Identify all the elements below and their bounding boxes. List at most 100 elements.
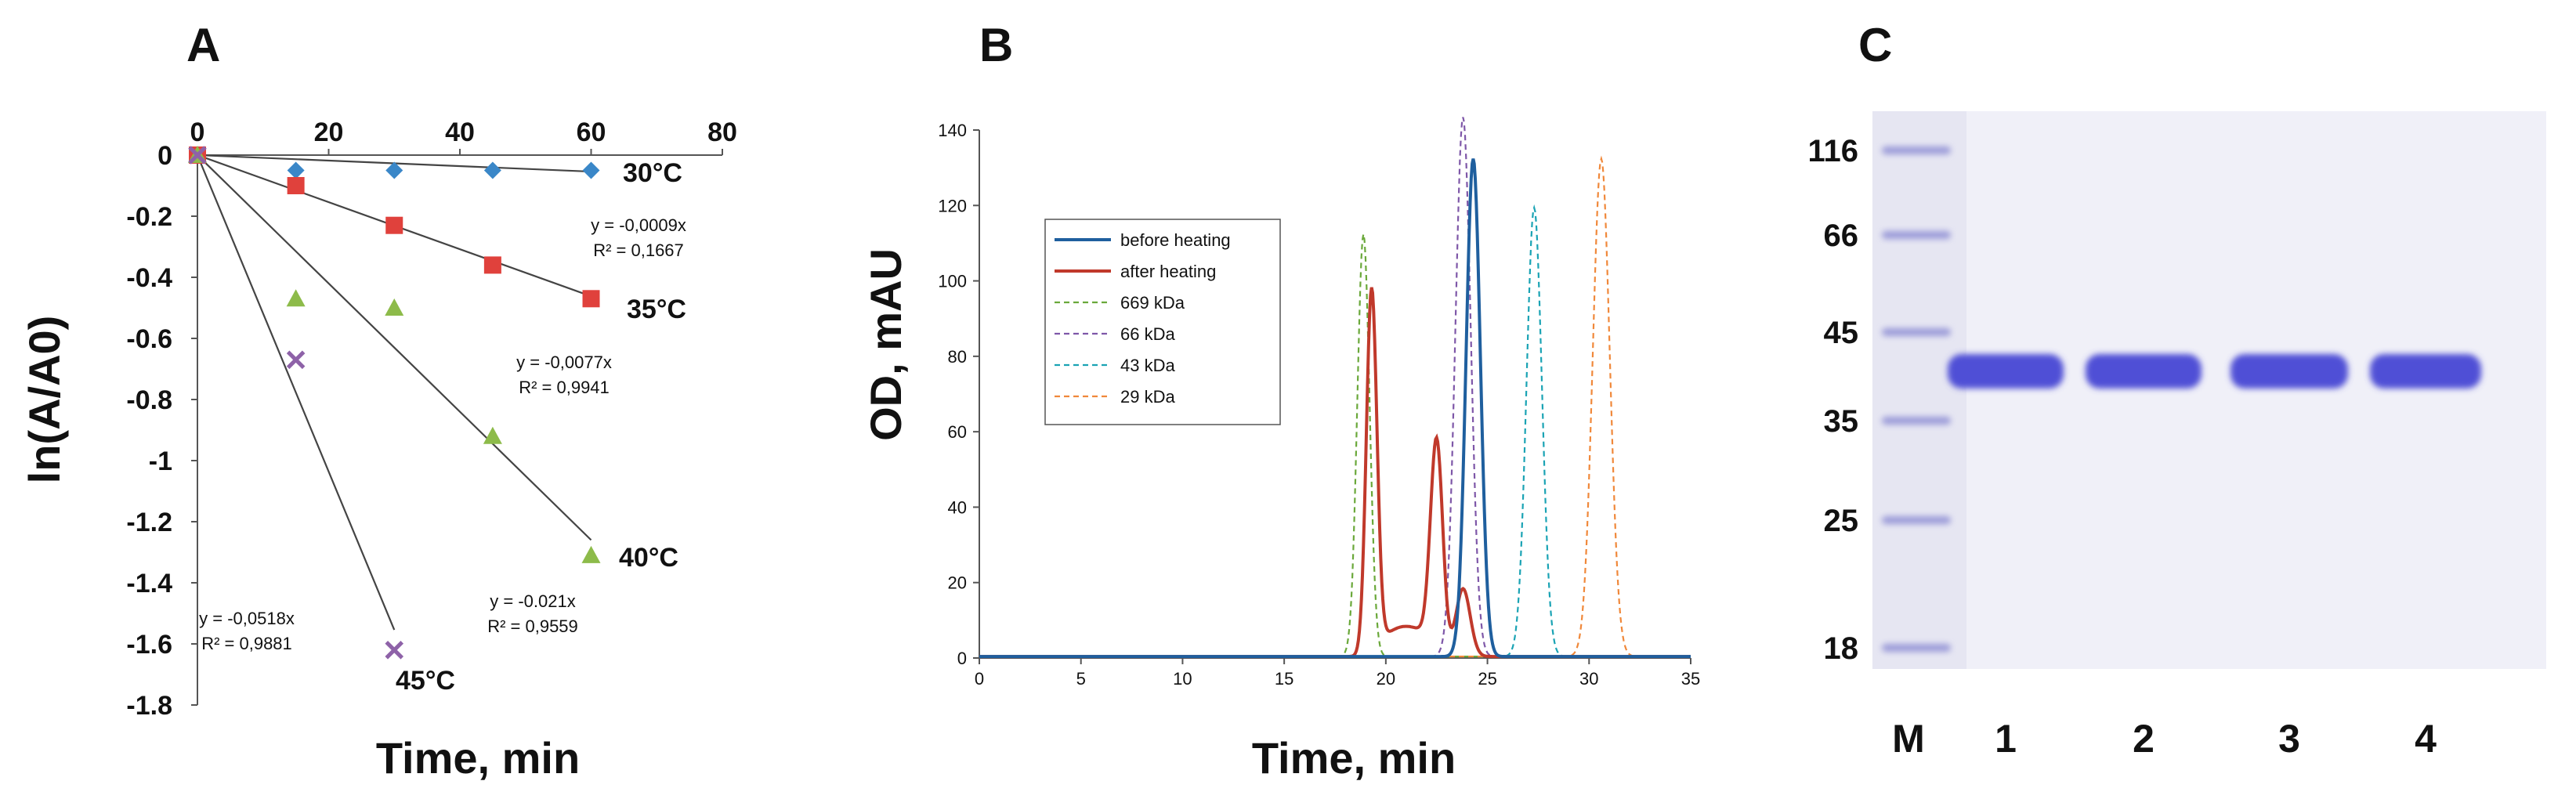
protein-band-lane-2 [2086, 354, 2202, 389]
legend-label: before heating [1120, 230, 1231, 250]
fit-r-squared: R² = 0,9881 [201, 634, 292, 653]
panel-b-traces [979, 117, 1691, 659]
data-point-45°C [188, 146, 207, 164]
data-point-35°C [385, 216, 403, 234]
panel-a-x-tick-label: 80 [707, 118, 737, 147]
ladder-band [1882, 644, 1951, 652]
data-point-30°C [287, 161, 305, 179]
temperature-label: 35°C [627, 295, 686, 324]
panel-b-x-tick-label: 0 [975, 669, 984, 689]
panel-c: C 116 66 45 35 25 18 M 1 2 3 4 [1807, 19, 2546, 761]
panel-a-y-tick-label: -1.2 [126, 508, 172, 537]
ladder-band [1882, 146, 1951, 154]
panel-a-y-tick-label: -0.4 [126, 263, 172, 293]
mw-label: 35 [1824, 404, 1859, 439]
lane-label: 4 [2415, 717, 2437, 761]
panel-b-y-tick-label: 20 [948, 573, 967, 593]
fit-line-2 [197, 154, 592, 541]
panel-a: A 0 20 40 60 80 0 -0.2 -0.4 -0.6 -0.8 -1 -1.2 -1.4 -1… [20, 19, 737, 783]
trace-before heating [979, 158, 1691, 659]
panel-b-x-tick-label: 35 [1681, 669, 1700, 689]
panel-a-y-tick-label: -1.8 [126, 691, 172, 721]
fit-line-3 [196, 154, 396, 631]
lane-label: M [1892, 717, 1925, 761]
panel-b-y-tick-label: 40 [948, 497, 967, 517]
ladder-band [1882, 231, 1951, 239]
legend-label: 66 kDa [1120, 324, 1175, 344]
sample-bands [1948, 354, 2481, 389]
data-point-35°C [483, 256, 501, 274]
legend-label: 29 kDa [1120, 387, 1175, 407]
panel-b-legend: before heating after heating 669 kDa 66 kDa… [1044, 219, 1281, 425]
panel-b-y-tick-label: 80 [948, 347, 967, 367]
temperature-label: 30°C [623, 158, 682, 188]
data-point-35°C [582, 290, 600, 308]
panel-b-x-tick-label: 15 [1275, 669, 1293, 689]
panel-b-x-tick-label: 25 [1478, 669, 1496, 689]
panel-a-y-tick-label: -1.6 [126, 630, 172, 660]
mw-label: 25 [1824, 504, 1859, 538]
panel-a-y-tick-label: 0 [157, 141, 172, 171]
fit-r-squared: R² = 0,9941 [519, 378, 610, 397]
mw-label: 18 [1824, 631, 1859, 666]
ladder-band [1882, 417, 1951, 425]
data-point-40°C [483, 426, 502, 444]
temperature-label: 40°C [619, 543, 678, 573]
panel-a-y-tick-label: -1 [149, 446, 172, 476]
data-point-30°C [483, 161, 501, 179]
panel-b: B 0 5 10 15 20 25 30 35 0 20 40 60 80 100 120 140 befor… [861, 19, 1700, 783]
legend-label: 43 kDa [1120, 356, 1175, 375]
panel-b-x-tick-label: 5 [1076, 669, 1086, 689]
panel-a-x-tick-label: 40 [445, 118, 475, 147]
panel-a-points [188, 146, 601, 660]
data-point-40°C [385, 298, 404, 316]
panel-a-x-tick-label: 60 [577, 118, 606, 147]
protein-band-lane-3 [2230, 354, 2348, 389]
lane-label: 1 [1995, 717, 2017, 761]
protein-band-lane-1 [1948, 354, 2064, 389]
data-point-30°C [582, 161, 600, 179]
panel-b-x-tick-label: 30 [1579, 669, 1598, 689]
panel-b-y-tick-label: 140 [938, 121, 967, 140]
fit-r-squared: R² = 0,9559 [487, 616, 578, 636]
panel-a-y-tick-label: -0.2 [126, 202, 172, 232]
mw-label: 116 [1807, 134, 1858, 168]
panel-letter-a: A [186, 19, 220, 71]
data-point-30°C [385, 161, 403, 179]
mw-label: 66 [1824, 219, 1859, 253]
panel-letter-b: B [979, 19, 1013, 71]
marker-lane-background [1872, 111, 1966, 669]
panel-b-y-axis-title: OD, mAU [861, 248, 910, 441]
lane-labels: M 1 2 3 4 [1892, 717, 2437, 761]
data-point-40°C [581, 545, 601, 563]
panel-b-y-tick-label: 100 [938, 272, 967, 291]
data-point-35°C [287, 177, 305, 194]
ladder-band [1882, 328, 1951, 336]
panel-a-y-axis-title: ln(A/A0) [20, 316, 69, 484]
gel-image [1872, 111, 2546, 669]
panel-a-y-tick-label: -0.8 [126, 385, 172, 415]
temperature-label: 45°C [396, 666, 455, 696]
panel-a-x-tick-label: 20 [314, 118, 344, 147]
ladder-band [1882, 516, 1951, 524]
panel-a-y-tick-label: -0.6 [126, 324, 172, 354]
lane-label: 2 [2133, 717, 2155, 761]
marker-ladder [1882, 146, 1951, 652]
legend-label: after heating [1120, 262, 1216, 281]
fit-equation: y = -0,0518x [199, 609, 295, 628]
data-point-40°C [286, 289, 306, 307]
panel-a-x-axis-title: Time, min [376, 733, 580, 783]
panel-letter-c: C [1858, 19, 1892, 71]
panel-b-y-tick-label: 120 [938, 196, 967, 215]
panel-b-x-axis-title: Time, min [1252, 733, 1456, 783]
panel-a-y-tick-label: -1.4 [126, 569, 172, 598]
panel-b-x-tick-label: 20 [1377, 669, 1395, 689]
panel-b-y-tick-label: 0 [957, 649, 967, 668]
protein-band-lane-4 [2370, 354, 2481, 389]
fit-equation: y = -0,0009x [591, 215, 686, 235]
data-point-45°C [385, 641, 404, 660]
mw-label: 45 [1824, 316, 1859, 350]
lane-label: 3 [2278, 717, 2300, 761]
data-point-45°C [286, 350, 306, 370]
fit-equation: y = -0.021x [490, 591, 575, 611]
